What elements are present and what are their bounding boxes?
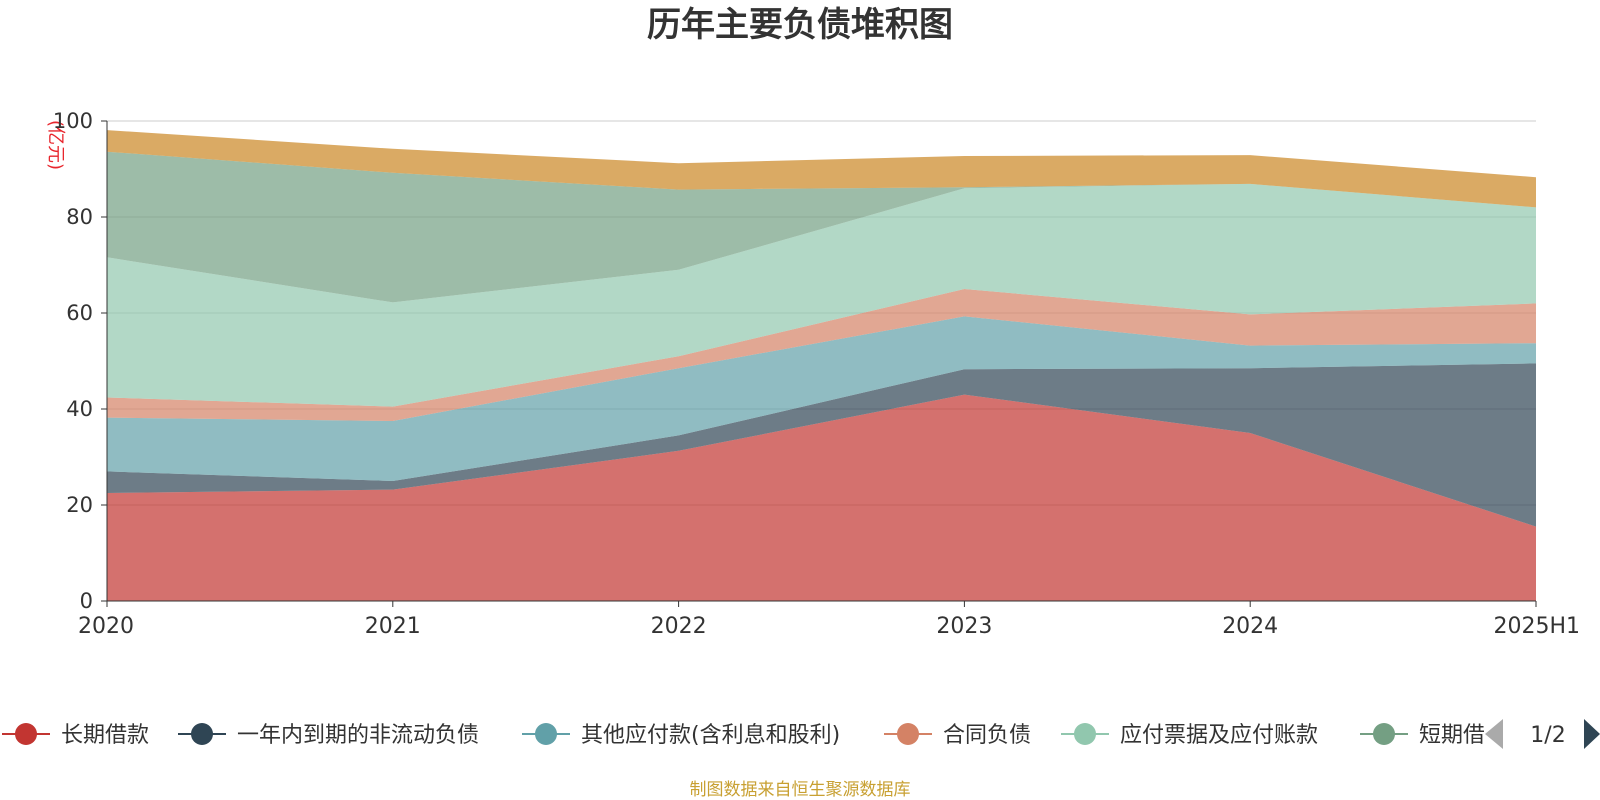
data-source-note: 制图数据来自恒生聚源数据库	[690, 780, 911, 800]
y-tick-label: 20	[66, 493, 93, 517]
area-series	[107, 130, 1536, 601]
area-series-一年内到期的非流动负债	[107, 363, 1536, 527]
legend-marker	[191, 723, 213, 745]
area-series-长期借款	[107, 394, 1536, 601]
area-series-短期借款	[107, 151, 1536, 303]
legend-label: 应付票据及应付账款	[1120, 723, 1318, 748]
legend-item-current-noncurrent-liabilities[interactable]: 一年内到期的非流动负债	[178, 723, 479, 748]
legend-label: 短期借	[1419, 723, 1485, 748]
legend-marker	[1373, 723, 1395, 745]
legend: 长期借款 一年内到期的非流动负债 其他应付款(含利息和股利) 合同负债 应付票据…	[2, 719, 1600, 749]
y-tick-label: 40	[66, 397, 93, 421]
y-axis-unit: (亿元)	[45, 120, 66, 170]
y-tick-label: 0	[80, 589, 93, 613]
legend-item-notes-and-accounts-payable[interactable]: 应付票据及应付账款	[1061, 723, 1318, 748]
legend-item-other-payables[interactable]: 其他应付款(含利息和股利)	[522, 723, 840, 748]
axes	[101, 120, 1537, 607]
x-tick-label: 2020	[78, 614, 134, 639]
area-series-合同负债	[107, 289, 1536, 421]
legend-label: 合同负债	[943, 723, 1031, 748]
legend-marker	[897, 723, 919, 745]
area-series-unlabeled	[107, 130, 1536, 208]
legend-label: 长期借款	[61, 723, 149, 748]
x-tick-label: 2023	[936, 614, 992, 639]
y-tick-label: 80	[66, 205, 93, 229]
x-tick-label: 2022	[651, 614, 707, 639]
legend-item-short-term-loans[interactable]: 短期借	[1360, 723, 1485, 748]
legend-marker	[535, 723, 557, 745]
legend-item-clip: 短期借	[1360, 723, 1485, 748]
legend-page-indicator: 1/2	[1530, 723, 1565, 748]
area-series-应付票据及应付账款	[107, 183, 1536, 407]
x-tick-label: 2024	[1222, 614, 1278, 639]
legend-label: 其他应付款(含利息和股利)	[581, 723, 840, 748]
legend-prev-page-icon[interactable]	[1485, 719, 1503, 749]
legend-label: 一年内到期的非流动负债	[237, 723, 479, 748]
x-tick-label: 2025H1	[1493, 614, 1580, 639]
y-tick-label: 100	[53, 109, 93, 133]
y-tick-labels: 0 20 40 60 80 100	[53, 109, 93, 613]
legend-item-long-term-loans[interactable]: 长期借款	[2, 723, 149, 748]
chart-title: 历年主要负债堆积图	[647, 5, 953, 45]
legend-marker	[1074, 723, 1096, 745]
x-tick-labels: 2020 2021 2022 2023 2024 2025H1	[78, 614, 1580, 639]
x-tick-label: 2021	[365, 614, 421, 639]
legend-next-page-icon[interactable]	[1584, 719, 1600, 749]
legend-item-contract-liabilities[interactable]: 合同负债	[884, 723, 1031, 748]
y-tick-label: 60	[66, 301, 93, 325]
area-series-其他应付款(含利息和股利)	[107, 316, 1536, 481]
legend-marker	[15, 723, 37, 745]
